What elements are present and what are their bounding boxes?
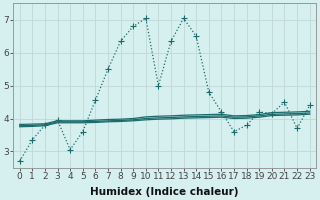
X-axis label: Humidex (Indice chaleur): Humidex (Indice chaleur) bbox=[91, 187, 239, 197]
